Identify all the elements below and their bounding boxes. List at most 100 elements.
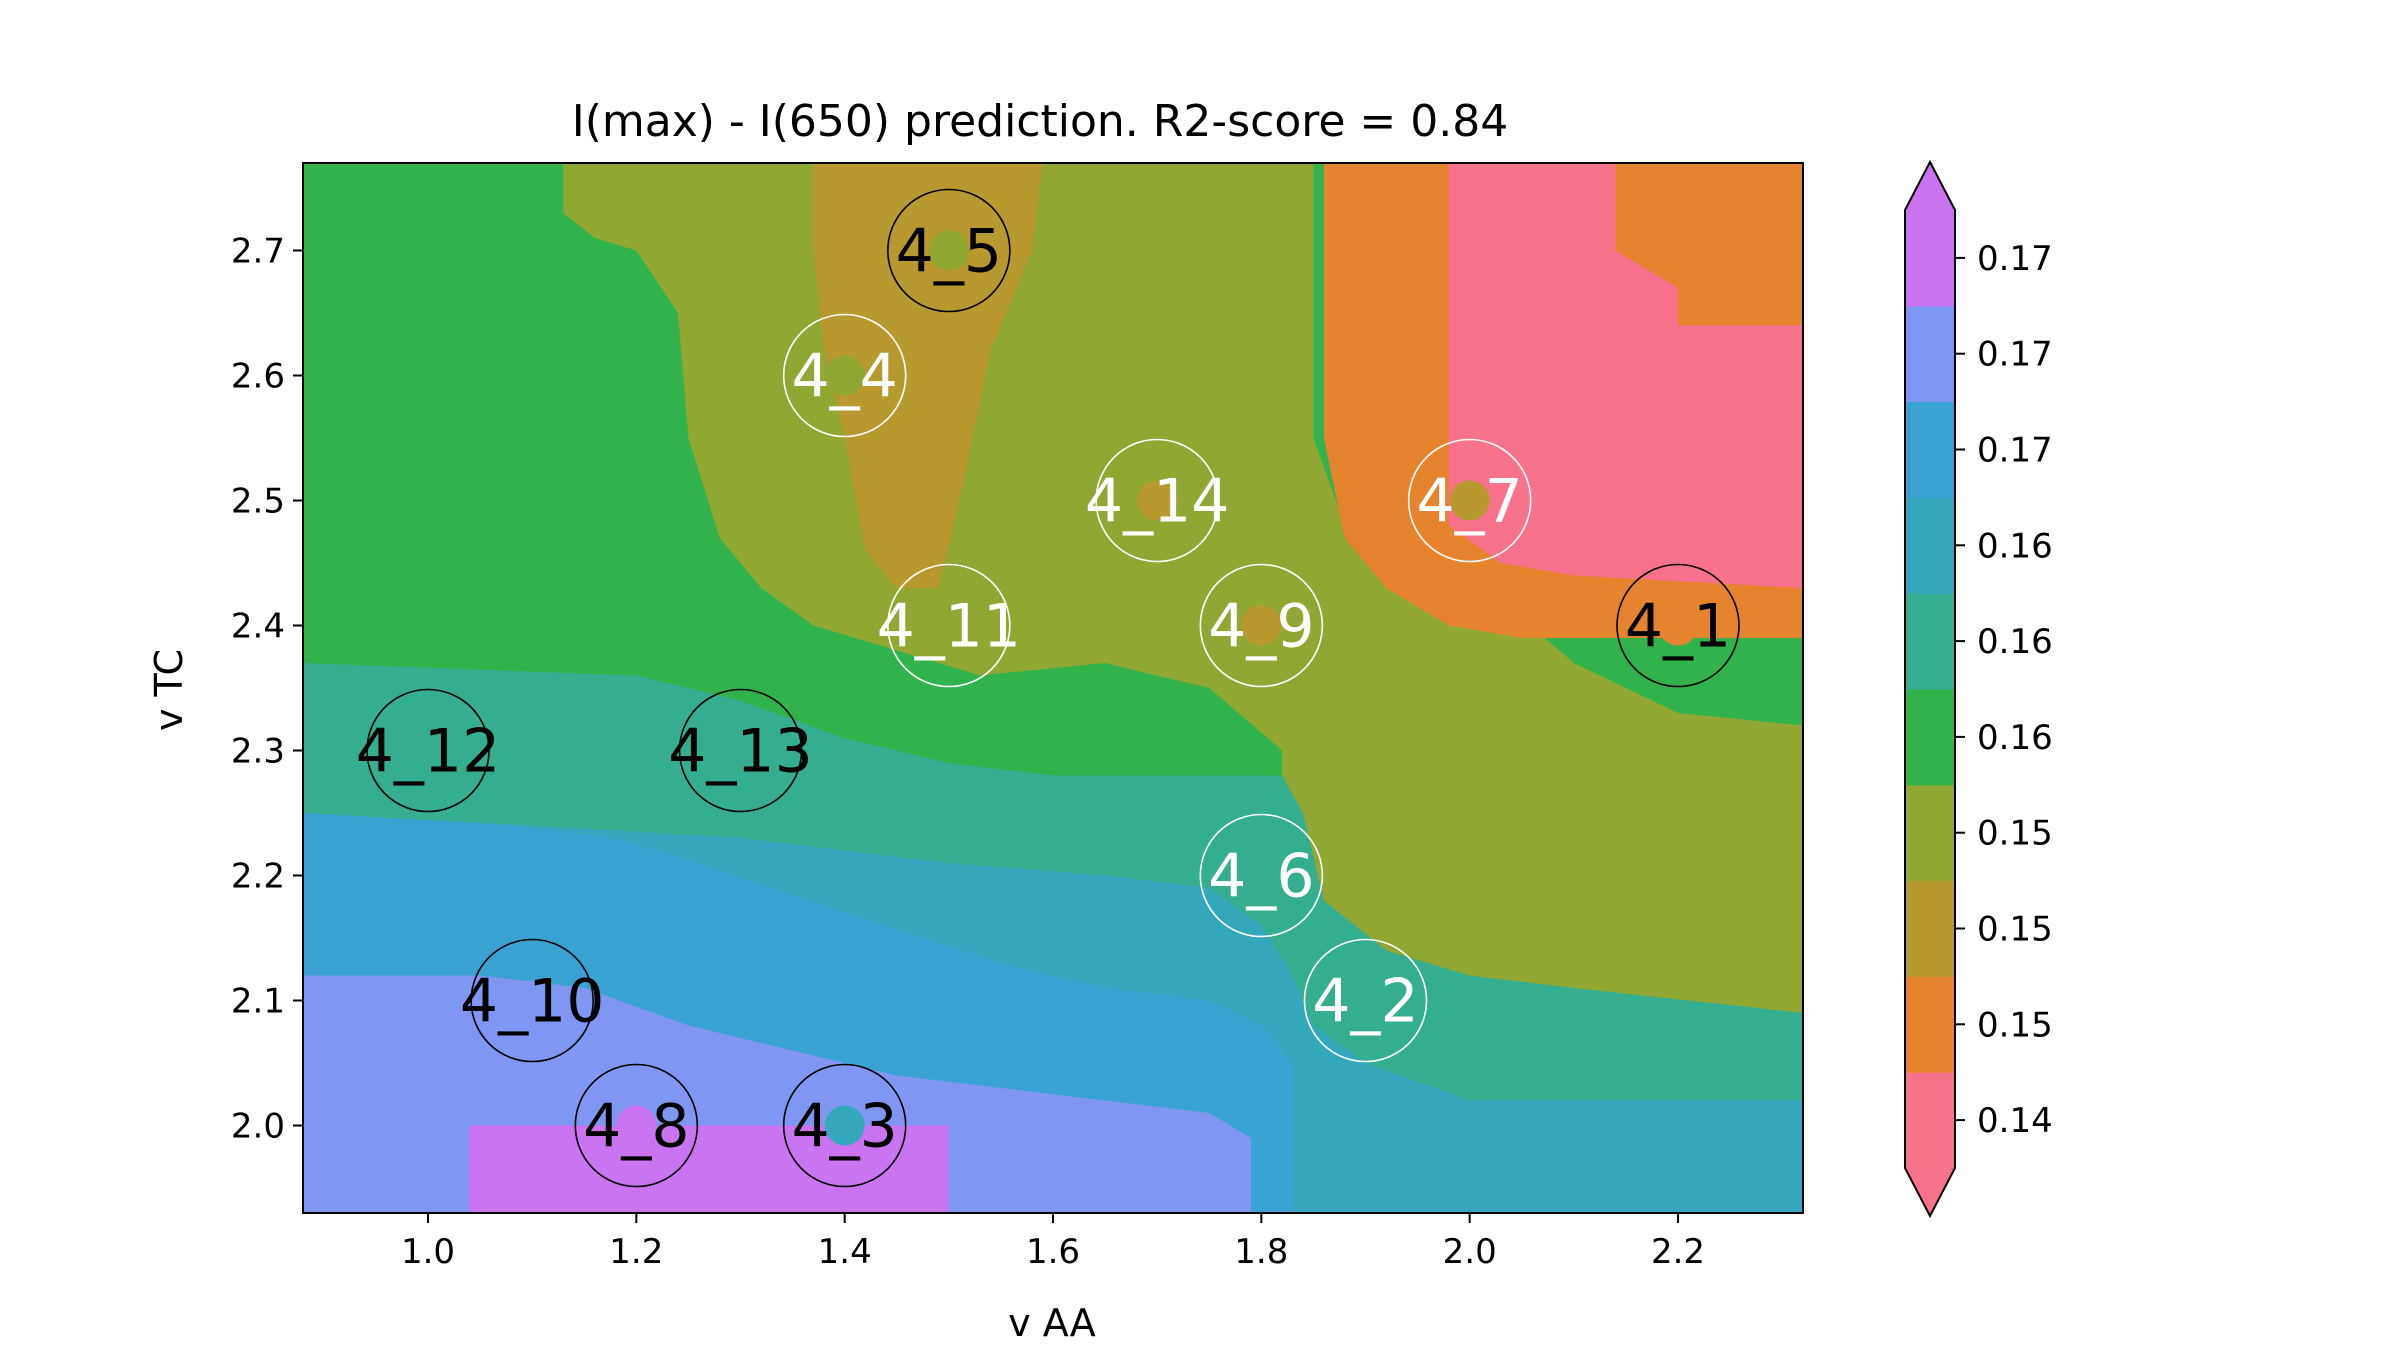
marker-label: 4_4 bbox=[791, 342, 897, 412]
contour-region-2 bbox=[813, 163, 1043, 588]
marker-ring bbox=[470, 938, 594, 1063]
marker-label: 4_3 bbox=[791, 1092, 897, 1162]
marker-label: 4_9 bbox=[1208, 592, 1314, 662]
colorbar-tick-label: 0.14 bbox=[1977, 1101, 2053, 1141]
marker-label: 4_2 bbox=[1312, 967, 1418, 1037]
marker-label: 4_13 bbox=[668, 717, 813, 787]
x-axis-label: v AA bbox=[1008, 1301, 1096, 1345]
marker-dot bbox=[1241, 855, 1282, 896]
marker-dot bbox=[928, 605, 969, 646]
marker-dot bbox=[1345, 980, 1386, 1021]
colorbar-tick-label: 0.15 bbox=[1977, 1005, 2053, 1045]
marker-4-2: 4_2 bbox=[1303, 938, 1428, 1063]
x-tick-label: 1.0 bbox=[401, 1232, 455, 1272]
marker-ring bbox=[366, 688, 490, 813]
marker-dot bbox=[1137, 480, 1178, 521]
marker-4-8: 4_8 bbox=[574, 1063, 699, 1188]
marker-dot bbox=[1241, 605, 1282, 646]
marker-dot bbox=[408, 730, 448, 771]
chart-title: I(max) - I(650) prediction. R2-score = 0… bbox=[572, 96, 1509, 147]
colorbar-tick-label: 0.17 bbox=[1977, 335, 2053, 375]
marker-label: 4_14 bbox=[1085, 467, 1230, 537]
marker-label: 4_12 bbox=[356, 717, 501, 787]
marker-ring bbox=[782, 313, 907, 438]
colorbar-tick-label: 0.15 bbox=[1977, 814, 2053, 854]
marker-dot bbox=[1658, 605, 1698, 646]
marker-4-3: 4_3 bbox=[782, 1063, 907, 1188]
contour-fills bbox=[303, 163, 1803, 1213]
colorbar-segment bbox=[1905, 1072, 1955, 1169]
marker-ring bbox=[1407, 438, 1532, 563]
marker-ring bbox=[1199, 563, 1324, 688]
marker-ring bbox=[678, 688, 803, 813]
colorbar: 0.14 0.15 0.15 0.15 0.16 0.16 0.16 0.17 0.17 0.17 bbox=[1904, 159, 2053, 1219]
colorbar-segment bbox=[1905, 880, 1955, 977]
marker-dot bbox=[512, 980, 553, 1021]
colorbar-segment bbox=[1905, 593, 1955, 690]
marker-dot bbox=[824, 355, 865, 396]
marker-label: 4_11 bbox=[877, 592, 1022, 662]
colorbar-tick-label: 0.16 bbox=[1977, 526, 2053, 566]
colorbar-tick-label: 0.15 bbox=[1977, 910, 2053, 950]
marker-4-13: 4_13 bbox=[668, 688, 813, 813]
marker-ring bbox=[1199, 813, 1324, 938]
x-tick-label: 1.4 bbox=[818, 1232, 872, 1272]
marker-label: 4_1 bbox=[1625, 592, 1731, 662]
marker-4-5: 4_5 bbox=[887, 188, 1011, 313]
colorbar-segment bbox=[1905, 305, 1955, 403]
marker-4-6: 4_6 bbox=[1199, 813, 1324, 938]
colorbar-tick-label: 0.16 bbox=[1977, 718, 2053, 758]
marker-ring bbox=[1095, 438, 1219, 563]
marker-label: 4_10 bbox=[460, 967, 605, 1037]
y-tick-label: 2.1 bbox=[231, 982, 285, 1022]
marker-4-9: 4_9 bbox=[1199, 563, 1324, 688]
marker-dot bbox=[1449, 480, 1490, 521]
colorbar-segment bbox=[1905, 689, 1955, 786]
markers-layer: 4_1 4_2 4_3 4_4 4_5 4_6 4_7 4_8 4_9 4_10 4_11 4_12 4… bbox=[356, 188, 1740, 1188]
marker-4-11: 4_11 bbox=[877, 563, 1022, 688]
y-tick-label: 2.0 bbox=[231, 1107, 285, 1147]
colorbar-tick-label: 0.17 bbox=[1977, 431, 2053, 471]
marker-ring bbox=[887, 188, 1011, 313]
colorbar-segment bbox=[1905, 784, 1955, 882]
marker-dot bbox=[928, 230, 969, 271]
y-tick-label: 2.7 bbox=[231, 232, 285, 272]
colorbar-tick-label: 0.17 bbox=[1977, 239, 2053, 279]
x-tick-label: 2.2 bbox=[1651, 1232, 1705, 1272]
x-axis: 1.0 1.2 1.4 1.6 1.8 2.0 2.2 bbox=[401, 1213, 1705, 1272]
marker-ring bbox=[574, 1063, 699, 1188]
y-axis: 2.0 2.1 2.2 2.3 2.4 2.5 2.6 2.7 bbox=[231, 232, 303, 1147]
marker-4-1: 4_1 bbox=[1616, 563, 1740, 688]
x-tick-label: 2.0 bbox=[1443, 1232, 1497, 1272]
marker-ring bbox=[887, 563, 1011, 688]
colorbar-segment bbox=[1905, 497, 1955, 594]
marker-label: 4_8 bbox=[583, 1092, 689, 1162]
marker-dot bbox=[720, 730, 761, 771]
y-tick-label: 2.4 bbox=[231, 607, 285, 647]
marker-label: 4_7 bbox=[1416, 467, 1522, 537]
marker-4-10: 4_10 bbox=[460, 938, 605, 1063]
colorbar-extend-top bbox=[1905, 162, 1955, 210]
marker-4-14: 4_14 bbox=[1085, 438, 1230, 563]
marker-dot bbox=[616, 1105, 657, 1146]
x-tick-label: 1.6 bbox=[1026, 1232, 1080, 1272]
colorbar-segment bbox=[1905, 976, 1955, 1073]
colorbar-segment bbox=[1905, 210, 1955, 307]
marker-label: 4_5 bbox=[896, 217, 1002, 287]
colorbar-segment bbox=[1905, 401, 1955, 498]
marker-ring bbox=[782, 1063, 907, 1188]
colorbar-outline bbox=[1904, 159, 1956, 1219]
marker-ring bbox=[1303, 938, 1428, 1063]
plot-area bbox=[302, 162, 1804, 1214]
contour-region-4 bbox=[1448, 163, 1803, 588]
contour-region-9 bbox=[469, 1125, 949, 1213]
y-tick-label: 2.2 bbox=[231, 857, 285, 897]
x-tick-label: 1.2 bbox=[609, 1232, 663, 1272]
x-tick-label: 1.8 bbox=[1234, 1232, 1288, 1272]
marker-4-7: 4_7 bbox=[1407, 438, 1532, 563]
marker-4-4: 4_4 bbox=[782, 313, 907, 438]
marker-4-12: 4_12 bbox=[356, 688, 501, 813]
y-tick-label: 2.5 bbox=[231, 482, 285, 522]
colorbar-extend-bottom bbox=[1905, 1168, 1955, 1216]
